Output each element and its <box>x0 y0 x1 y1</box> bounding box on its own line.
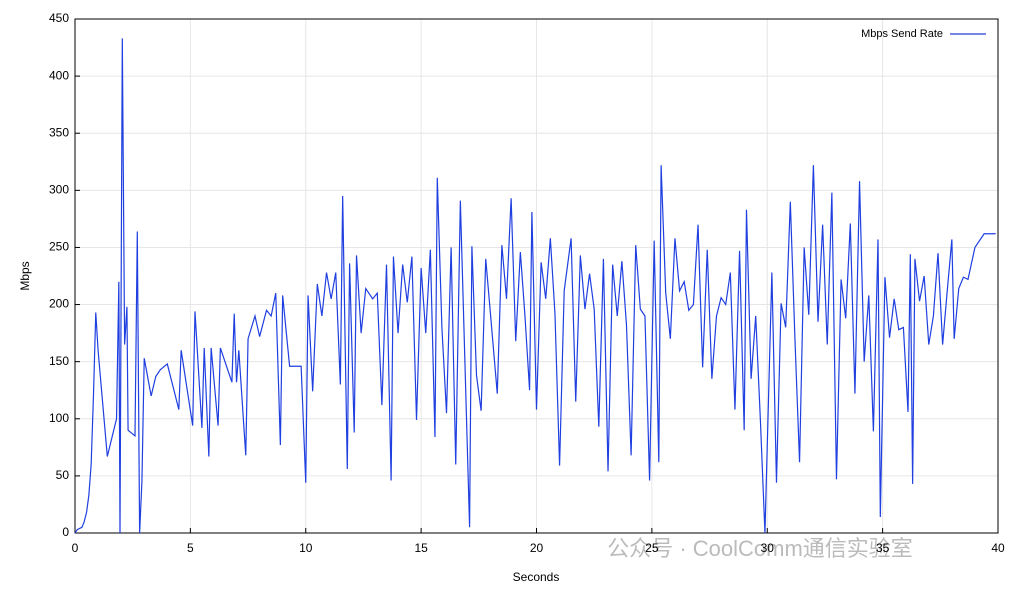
y-tick-label: 200 <box>49 297 69 311</box>
x-tick-label: 0 <box>72 541 79 555</box>
y-tick-label: 0 <box>62 525 69 539</box>
y-tick-label: 100 <box>49 411 69 425</box>
x-tick-label: 40 <box>991 541 1005 555</box>
y-tick-label: 350 <box>49 125 69 139</box>
x-tick-label: 15 <box>414 541 428 555</box>
x-tick-label: 25 <box>645 541 659 555</box>
x-axis-label: Seconds <box>513 570 560 584</box>
y-axis-label: Mbps <box>18 261 32 290</box>
x-tick-label: 35 <box>876 541 890 555</box>
x-tick-label: 10 <box>299 541 313 555</box>
y-tick-label: 450 <box>49 11 69 25</box>
y-tick-label: 300 <box>49 183 69 197</box>
legend-label: Mbps Send Rate <box>861 28 943 40</box>
y-tick-label: 250 <box>49 240 69 254</box>
x-tick-label: 5 <box>187 541 194 555</box>
x-tick-label: 30 <box>761 541 775 555</box>
data-line <box>74 38 996 534</box>
x-tick-label: 20 <box>530 541 544 555</box>
y-tick-label: 150 <box>49 354 69 368</box>
y-tick-label: 400 <box>49 68 69 82</box>
y-tick-label: 50 <box>56 468 70 482</box>
watermark: 公众号 · CoolComm通信实验室 <box>607 536 913 561</box>
